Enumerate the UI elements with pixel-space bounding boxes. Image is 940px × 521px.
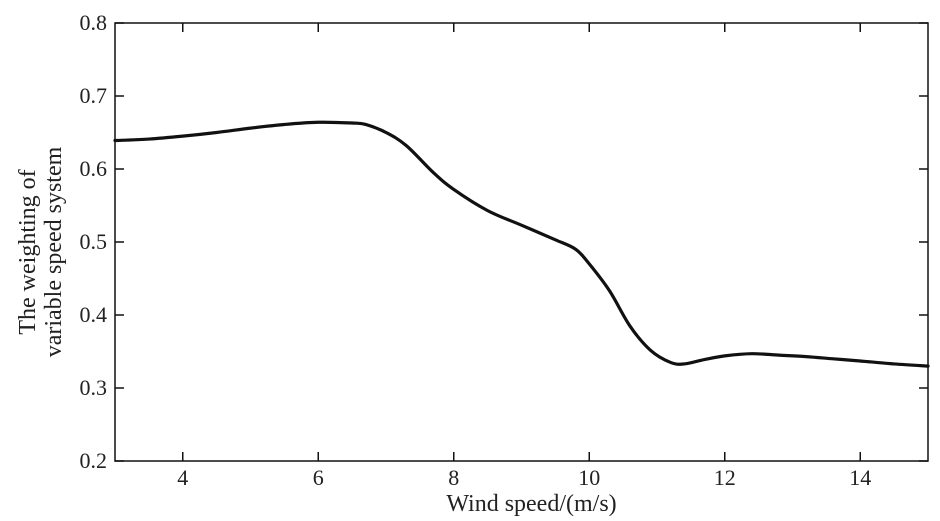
y-tick-label: 0.7 xyxy=(80,83,108,108)
x-tick-label: 12 xyxy=(714,465,736,490)
y-tick-label: 0.8 xyxy=(80,10,108,35)
x-tick-label: 6 xyxy=(313,465,324,490)
y-axis-title-line: variable speed system xyxy=(41,146,67,357)
y-tick-label: 0.5 xyxy=(80,229,108,254)
y-tick-label: 0.6 xyxy=(80,156,108,181)
x-tick-label: 14 xyxy=(849,465,871,490)
y-axis-title-line: The weighting of xyxy=(15,169,41,334)
x-tick-label: 8 xyxy=(448,465,459,490)
y-tick-label: 0.3 xyxy=(80,375,108,400)
plot-frame xyxy=(114,22,929,462)
x-tick-label: 4 xyxy=(177,465,188,490)
x-tick-label: 10 xyxy=(578,465,600,490)
x-axis-title: Wind speed/(m/s) xyxy=(446,491,616,517)
series-line xyxy=(113,120,930,368)
y-tick-label: 0.2 xyxy=(80,448,108,473)
y-tick-label: 0.4 xyxy=(80,302,108,327)
y-axis-title: The weighting ofvariable speed system xyxy=(15,146,67,357)
